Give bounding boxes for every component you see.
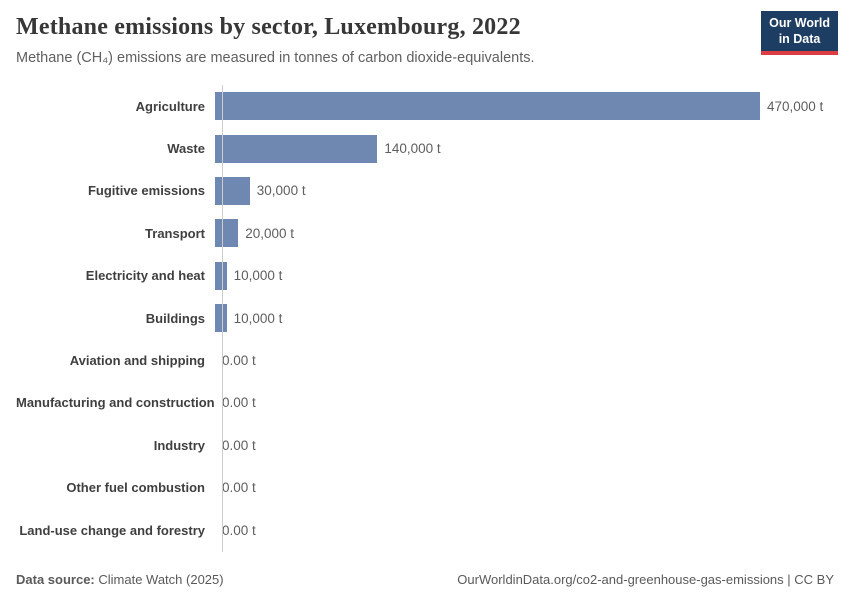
bar[interactable] bbox=[215, 176, 250, 205]
bar-cell: 10,000 t bbox=[214, 297, 834, 339]
chart-row: Fugitive emissions 30,000 t bbox=[16, 170, 834, 212]
page-title: Methane emissions by sector, Luxembourg,… bbox=[16, 14, 521, 40]
data-source-label: Data source: bbox=[16, 572, 95, 587]
chart-row: Manufacturing and construction 0.00 t bbox=[16, 382, 834, 424]
value-label: 10,000 t bbox=[233, 310, 283, 326]
category-label: Other fuel combustion bbox=[66, 480, 205, 496]
category-label: Buildings bbox=[145, 310, 205, 326]
chart-row: Land-use change and forestry 0.00 t bbox=[16, 509, 834, 551]
bar[interactable] bbox=[215, 219, 239, 248]
category-label: Land-use change and forestry bbox=[19, 522, 205, 538]
bar[interactable] bbox=[215, 134, 378, 163]
data-source-value: Climate Watch (2025) bbox=[94, 572, 224, 587]
bar[interactable] bbox=[215, 304, 227, 333]
category-label: Agriculture bbox=[135, 98, 205, 114]
chart-row: Other fuel combustion 0.00 t bbox=[16, 467, 834, 509]
chart-row: Industry 0.00 t bbox=[16, 424, 834, 466]
chart-rows: Agriculture 470,000 t Waste 140,000 t Fugiti… bbox=[16, 85, 834, 551]
bar-cell: 10,000 t bbox=[214, 255, 834, 297]
bar-chart: Agriculture 470,000 t Waste 140,000 t Fugiti… bbox=[16, 85, 834, 552]
bar-cell: 470,000 t bbox=[214, 85, 834, 127]
bar-cell: 30,000 t bbox=[214, 170, 834, 212]
owid-logo-line1: Our World bbox=[769, 16, 830, 30]
value-label: 470,000 t bbox=[767, 98, 824, 114]
chart-row: Waste 140,000 t bbox=[16, 127, 834, 169]
value-label: 20,000 t bbox=[245, 225, 294, 241]
owid-logo[interactable]: Our World in Data bbox=[761, 11, 838, 56]
chart-row: Buildings 10,000 t bbox=[16, 297, 834, 339]
bar-cell: 0.00 t bbox=[214, 382, 834, 424]
bar[interactable] bbox=[215, 92, 760, 121]
bar[interactable] bbox=[215, 261, 227, 290]
owid-logo-line2: in Data bbox=[778, 31, 821, 46]
value-label: 30,000 t bbox=[256, 183, 306, 199]
value-label: 0.00 t bbox=[222, 353, 256, 369]
chart-subtitle: Methane (CH₄) emissions are measured in … bbox=[16, 50, 535, 66]
chart-row: Aviation and shipping 0.00 t bbox=[16, 339, 834, 381]
category-label: Fugitive emissions bbox=[87, 183, 205, 199]
value-label: 0.00 t bbox=[222, 395, 256, 411]
data-source-note: Data source: Climate Watch (2025) bbox=[16, 572, 224, 587]
credit-link[interactable]: OurWorldinData.org/co2-and-greenhouse-ga… bbox=[457, 572, 834, 587]
category-label: Industry bbox=[153, 437, 205, 453]
bar-cell: 20,000 t bbox=[214, 212, 834, 254]
category-label: Transport bbox=[145, 225, 205, 241]
chart-row: Transport 20,000 t bbox=[16, 212, 834, 254]
value-label: 140,000 t bbox=[384, 141, 441, 157]
bar-cell: 140,000 t bbox=[214, 127, 834, 169]
category-label: Manufacturing and construction bbox=[16, 395, 215, 411]
category-label: Electricity and heat bbox=[85, 268, 205, 284]
bar-cell: 0.00 t bbox=[214, 424, 834, 466]
category-label: Aviation and shipping bbox=[69, 353, 205, 369]
value-label: 0.00 t bbox=[222, 522, 256, 538]
chart-row: Agriculture 470,000 t bbox=[16, 85, 834, 127]
chart-row: Electricity and heat 10,000 t bbox=[16, 255, 834, 297]
bar-cell: 0.00 t bbox=[214, 339, 834, 381]
chart-footer: Data source: Climate Watch (2025) OurWor… bbox=[16, 572, 834, 587]
y-axis-line bbox=[222, 85, 223, 552]
bar-cell: 0.00 t bbox=[214, 509, 834, 551]
value-label: 0.00 t bbox=[222, 480, 256, 496]
value-label: 10,000 t bbox=[233, 268, 283, 284]
value-label: 0.00 t bbox=[222, 437, 256, 453]
bar-cell: 0.00 t bbox=[214, 467, 834, 509]
category-label: Waste bbox=[167, 141, 205, 157]
chart-header: Methane emissions by sector, Luxembourg,… bbox=[16, 14, 760, 66]
